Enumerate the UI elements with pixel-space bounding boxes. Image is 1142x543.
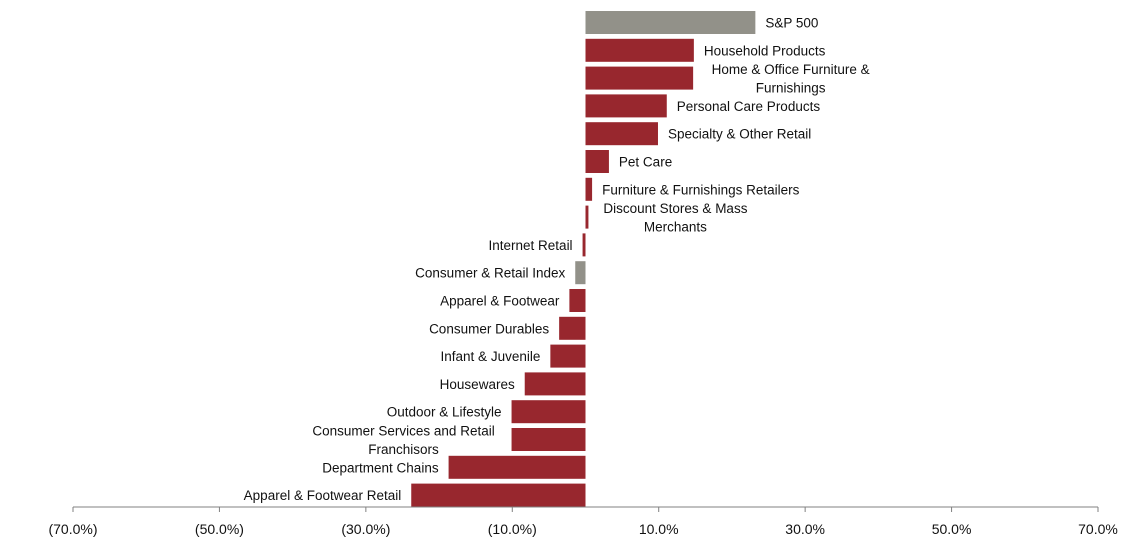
bar-consumer-services-and-retail-franchisors [511,428,586,451]
category-labels: S&P 500 Household Products Home & Office F… [244,16,870,504]
x-tick-label: (30.0%) [341,521,390,537]
bars-layer [411,11,756,507]
bar-department-chains [448,455,586,479]
category-label-apparel-and-footwear: Apparel & Footwear [440,294,560,309]
bar-outdoor-and-lifestyle [511,400,586,424]
bar-home-and-office-furniture-and-furnishings [585,66,694,90]
bar-infant-and-juvenile [550,344,586,368]
x-axis: (70.0%) (50.0%) (30.0%) (10.0%) 10.0% 30.0% 50… [48,506,1118,537]
bar-specialty-and-other-retail [585,122,658,146]
category-label-pet-care: Pet Care [619,155,672,170]
bar-furniture-and-furnishings-retailers [585,177,593,201]
bar-consumer-durables [559,316,586,340]
category-label-furniture-and-furnishings-retailers: Furniture & Furnishings Retailers [602,182,800,197]
category-label-specialty-and-other-retail: Specialty & Other Retail [668,127,811,142]
bar-pet-care [585,150,609,173]
category-label-personal-care-products: Personal Care Products [677,99,821,114]
x-tick-label: (10.0%) [488,521,537,537]
x-tick-label: 10.0% [639,521,679,537]
category-label-consumer-durables: Consumer Durables [429,321,549,336]
x-tick-label: 70.0% [1078,521,1118,537]
category-label-discount-stores-and-mass-merchants: Discount Stores & Mass Merchants [603,201,747,235]
category-label-department-chains: Department Chains [322,460,439,475]
category-label-apparel-and-footwear-retail: Apparel & Footwear Retail [244,488,402,503]
bar-sandp-500 [585,11,756,34]
category-label-consumer-services-and-retail-franchisors: Consumer Services and Retail Franchisors [312,423,494,457]
bar-housewares [524,372,586,396]
bar-household-products [585,38,694,62]
bar-apparel-and-footwear [569,289,586,312]
bar-personal-care-products [585,94,667,118]
category-label-infant-and-juvenile: Infant & Juvenile [441,349,541,364]
x-tick-label: 30.0% [785,521,825,537]
bar-discount-stores-and-mass-merchants [585,205,589,229]
category-label-consumer-and-retail-index: Consumer & Retail Index [415,266,565,281]
category-label-housewares: Housewares [440,377,515,392]
bar-internet-retail [582,233,586,257]
category-label-household-products: Household Products [704,43,826,58]
category-label-internet-retail: Internet Retail [489,238,573,253]
category-label-sandp-500: S&P 500 [765,16,818,31]
x-tick-label: (70.0%) [48,521,97,537]
x-tick-label: 50.0% [932,521,972,537]
category-label-home-and-office-furniture-and-furnishings: Home & Office Furniture & Furnishings [712,62,870,96]
x-tick-label: (50.0%) [195,521,244,537]
bar-apparel-and-footwear-retail [411,483,586,507]
bar-consumer-and-retail-index [575,261,586,285]
category-label-outdoor-and-lifestyle: Outdoor & Lifestyle [387,405,502,420]
